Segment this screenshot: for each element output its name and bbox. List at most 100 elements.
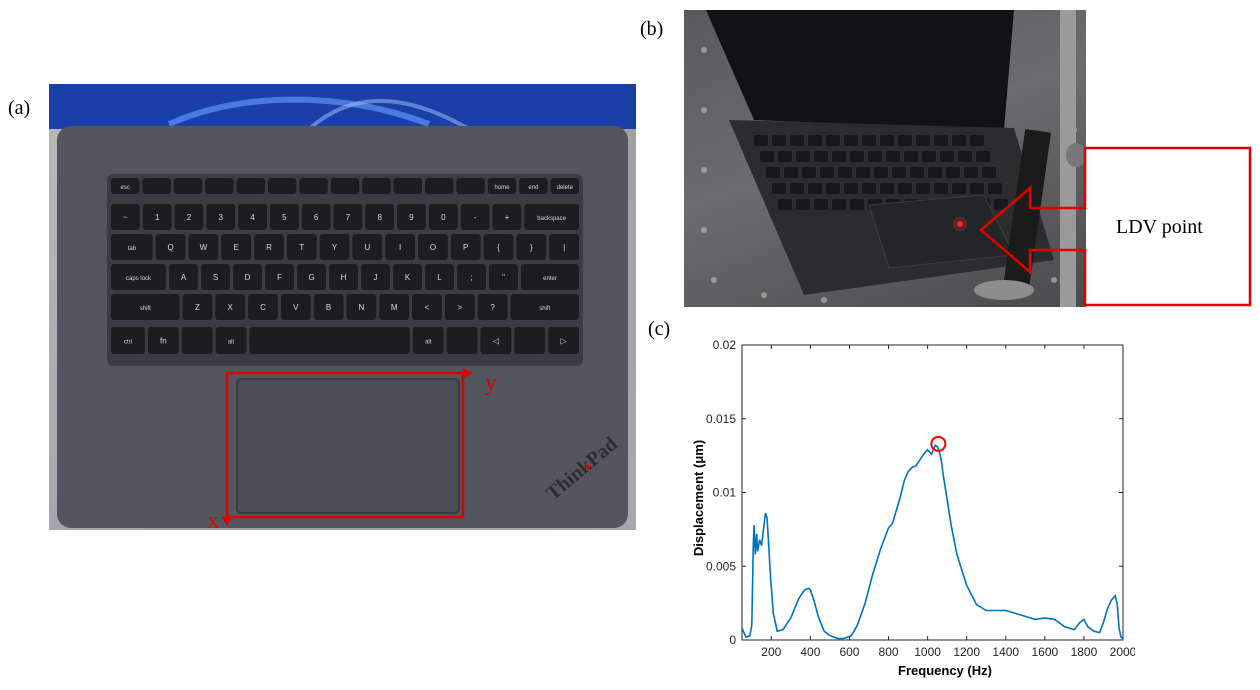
ldv-setup-photo [684, 10, 1086, 307]
key-label: alt [425, 340, 432, 346]
key [457, 264, 487, 290]
key [856, 167, 870, 178]
key [201, 264, 231, 290]
key [174, 204, 204, 230]
key [844, 135, 858, 146]
key-label: 0 [441, 213, 446, 222]
key [215, 327, 247, 354]
key [802, 167, 816, 178]
key [333, 204, 363, 230]
key [297, 264, 327, 290]
key [549, 234, 579, 260]
key-label: ~ [123, 213, 128, 222]
key [313, 294, 344, 320]
key-label: H [341, 273, 347, 282]
key [832, 199, 846, 210]
key [952, 135, 966, 146]
laptop-photo: esc home end delete ~1 2 3 4 5 6 7 8 9 0 - + backspace ta… [49, 84, 636, 530]
axis-x-label: x [207, 508, 219, 530]
key [970, 135, 984, 146]
key [142, 204, 172, 230]
key [181, 327, 213, 354]
key [516, 234, 547, 260]
key [397, 204, 426, 230]
y-tick-label: 0 [729, 633, 736, 647]
key [352, 234, 383, 260]
key-label: O [430, 243, 436, 252]
key-label: P [463, 243, 468, 252]
key-label: end [528, 185, 538, 191]
key [169, 264, 199, 290]
key-label: G [308, 273, 314, 282]
key [814, 199, 828, 210]
key-label: J [374, 273, 378, 282]
key [880, 183, 894, 194]
key [155, 234, 186, 260]
key [952, 183, 966, 194]
key [934, 135, 948, 146]
key [514, 327, 546, 354]
key-label: T [299, 243, 304, 252]
key [862, 183, 876, 194]
y-axis-label: Displacement (μm) [691, 440, 706, 556]
key [766, 167, 780, 178]
key-label: backspace [537, 216, 566, 222]
key-label: 8 [378, 213, 383, 222]
key [970, 183, 984, 194]
key [428, 204, 458, 230]
key-label: - [474, 213, 477, 222]
key [301, 204, 331, 230]
key [892, 167, 906, 178]
key-label: 5 [282, 213, 287, 222]
key [319, 234, 350, 260]
key [111, 327, 145, 354]
x-tick-label: 200 [761, 645, 781, 659]
key-label: N [359, 303, 365, 312]
key-label: 9 [409, 213, 414, 222]
axis-y-label: y [485, 370, 497, 396]
key [772, 135, 786, 146]
x-tick-label: 400 [800, 645, 820, 659]
key [790, 183, 804, 194]
key [477, 294, 508, 320]
key-label: > [457, 303, 462, 312]
key [188, 234, 219, 260]
key [280, 294, 311, 320]
series-line [741, 444, 1124, 640]
key-label: } [530, 243, 533, 252]
key-label: delete [557, 185, 574, 191]
key-label: U [364, 243, 370, 252]
key-label: L [437, 273, 442, 282]
key [425, 264, 455, 290]
key-label: 3 [219, 213, 224, 222]
key [754, 135, 768, 146]
key-label: + [505, 213, 510, 222]
key [385, 234, 416, 260]
key [550, 178, 579, 194]
key-label: S [213, 273, 218, 282]
key-label: ctrl [124, 340, 132, 346]
key-label: K [405, 273, 411, 282]
key [265, 264, 295, 290]
key-label: caps lock [126, 276, 152, 282]
key-label: ▷ [561, 337, 568, 346]
key [940, 151, 954, 162]
x-tick-label: 600 [839, 645, 859, 659]
key [480, 327, 512, 354]
key [519, 178, 548, 194]
panel-a-label: (a) [8, 97, 31, 119]
key [248, 294, 278, 320]
x-tick-label: 2000 [1110, 645, 1135, 659]
key [487, 178, 517, 194]
key [425, 178, 454, 194]
key [910, 167, 924, 178]
key-label: 7 [346, 213, 351, 222]
key [361, 264, 391, 290]
key [850, 199, 864, 210]
y-tick-label: 0.01 [713, 486, 737, 500]
key-label: V [293, 303, 299, 312]
key [772, 183, 786, 194]
key-label: X [228, 303, 234, 312]
key [446, 327, 478, 354]
key [379, 294, 410, 320]
